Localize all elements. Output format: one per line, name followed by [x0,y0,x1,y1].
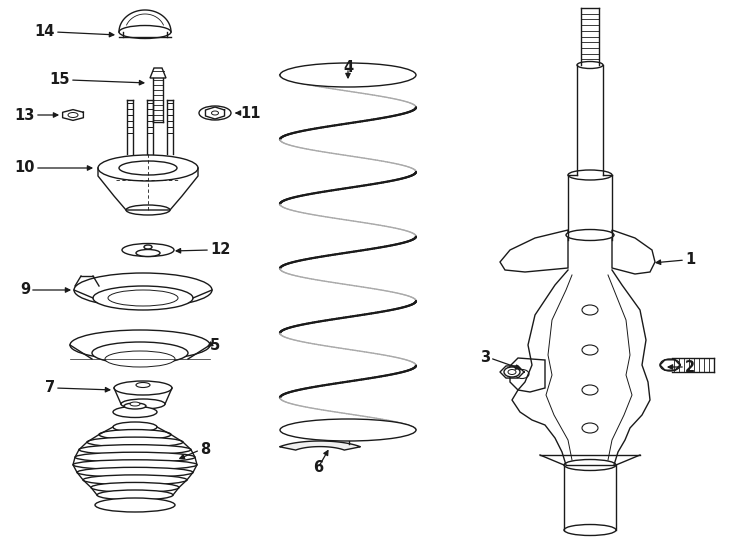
Text: 8: 8 [200,442,210,457]
Text: 7: 7 [45,381,55,395]
Ellipse shape [582,423,598,433]
Ellipse shape [564,460,616,470]
Text: 9: 9 [20,282,30,298]
Ellipse shape [122,244,174,256]
Ellipse shape [144,245,152,249]
Text: 12: 12 [210,242,230,258]
Ellipse shape [95,498,175,512]
Ellipse shape [98,155,198,181]
Ellipse shape [119,25,171,38]
Ellipse shape [92,342,188,364]
Ellipse shape [114,381,172,395]
Ellipse shape [93,286,193,310]
Ellipse shape [508,369,516,375]
Ellipse shape [77,467,193,477]
Polygon shape [280,441,360,450]
Polygon shape [500,230,568,272]
Ellipse shape [75,452,195,462]
Text: 15: 15 [49,72,70,87]
Polygon shape [510,358,545,392]
Ellipse shape [87,437,183,447]
Text: 14: 14 [34,24,55,39]
Ellipse shape [504,367,520,377]
Ellipse shape [83,475,187,485]
Text: 2: 2 [685,360,695,375]
Text: 13: 13 [15,107,35,123]
Text: 6: 6 [313,461,323,476]
Text: 1: 1 [685,253,695,267]
Polygon shape [612,230,655,274]
Ellipse shape [99,429,171,440]
Ellipse shape [515,369,529,379]
Text: 11: 11 [240,105,261,120]
Ellipse shape [280,419,416,441]
Ellipse shape [119,161,177,175]
Ellipse shape [577,62,603,69]
Ellipse shape [73,460,197,470]
Text: 10: 10 [15,160,35,176]
Ellipse shape [126,205,170,215]
Ellipse shape [79,444,191,455]
Ellipse shape [280,63,416,87]
Text: 4: 4 [343,60,353,76]
Ellipse shape [108,290,178,306]
Ellipse shape [130,402,140,406]
Ellipse shape [97,490,173,500]
Ellipse shape [211,111,219,115]
Ellipse shape [582,385,598,395]
Ellipse shape [199,106,231,120]
Ellipse shape [74,273,212,307]
Ellipse shape [124,403,146,409]
Text: 3: 3 [480,350,490,366]
Ellipse shape [568,170,612,180]
Ellipse shape [660,359,680,371]
Ellipse shape [70,330,210,360]
Ellipse shape [68,112,78,118]
Ellipse shape [582,305,598,315]
Ellipse shape [113,407,157,417]
Ellipse shape [566,230,614,240]
Polygon shape [150,68,166,78]
Ellipse shape [121,399,165,409]
Ellipse shape [113,422,157,432]
Text: 5: 5 [210,338,220,353]
Ellipse shape [136,249,160,256]
Ellipse shape [91,482,179,492]
Ellipse shape [564,524,616,536]
Ellipse shape [105,351,175,367]
Ellipse shape [582,345,598,355]
Ellipse shape [136,382,150,388]
